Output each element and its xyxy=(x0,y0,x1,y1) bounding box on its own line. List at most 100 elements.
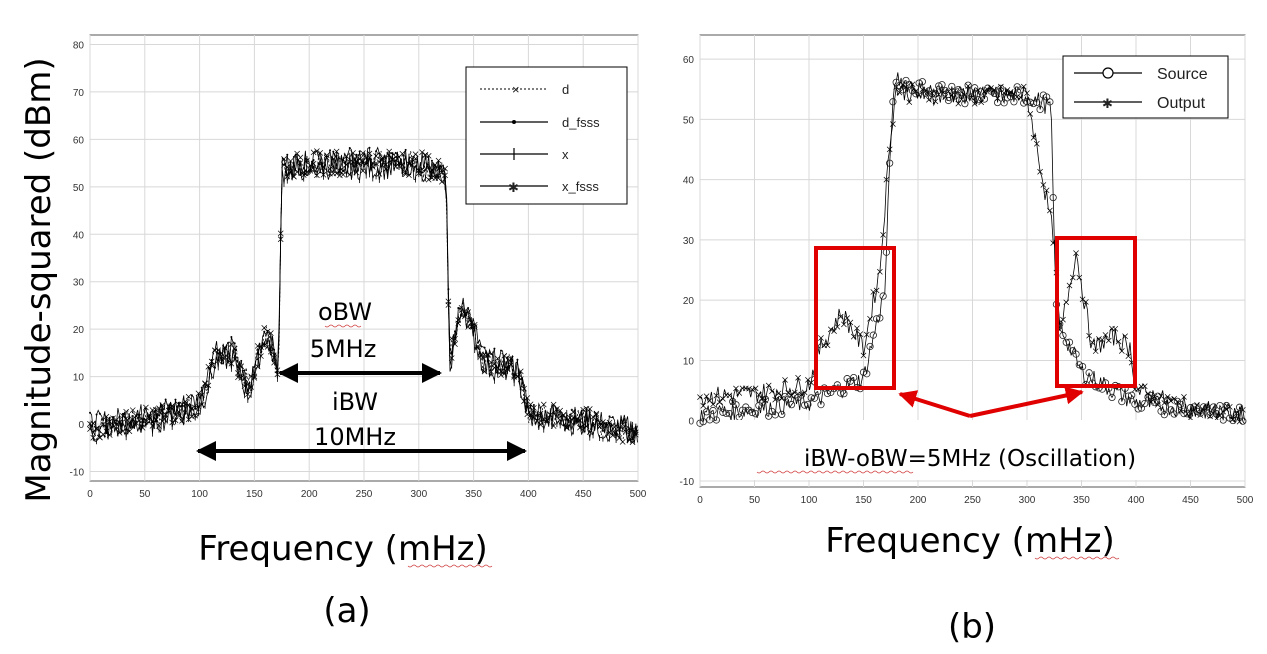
x-axis-spellcheck-underline-b xyxy=(1034,556,1120,560)
point-marker xyxy=(837,313,844,320)
point-marker xyxy=(557,407,564,414)
x-tick-label: 500 xyxy=(1237,495,1254,506)
point-marker xyxy=(452,335,458,342)
x-tick-label: 0 xyxy=(697,495,703,506)
point-marker xyxy=(508,361,514,368)
y-tick-label: 30 xyxy=(73,278,85,289)
point-marker xyxy=(294,150,300,157)
point-marker xyxy=(415,170,422,177)
x-tick-label: 200 xyxy=(301,489,318,500)
point-marker xyxy=(277,236,284,243)
point-marker xyxy=(1060,316,1066,323)
point-marker xyxy=(817,401,825,409)
point-marker xyxy=(172,412,179,418)
point-marker xyxy=(808,379,815,386)
point-marker xyxy=(457,306,460,309)
point-marker xyxy=(480,345,483,348)
point-marker xyxy=(909,81,916,88)
point-marker xyxy=(116,429,123,436)
point-marker xyxy=(93,425,100,432)
point-marker xyxy=(129,407,136,414)
point-marker xyxy=(896,89,903,96)
point-marker xyxy=(919,86,926,93)
point-marker xyxy=(944,96,953,105)
point-marker xyxy=(348,147,351,150)
point-marker xyxy=(1118,348,1125,354)
y-axis-label-a: Magnitude-squared (dBm) xyxy=(19,57,59,502)
point-marker xyxy=(1239,406,1246,413)
point-marker xyxy=(857,331,864,337)
point-marker xyxy=(703,393,710,400)
y-tick-label: 0 xyxy=(688,417,694,428)
point-marker xyxy=(231,345,238,352)
point-marker xyxy=(883,176,890,183)
point-marker xyxy=(631,438,634,441)
point-marker xyxy=(971,84,979,92)
x-tick-label: 350 xyxy=(1073,495,1090,506)
point-marker xyxy=(1105,337,1112,344)
point-marker xyxy=(978,99,985,106)
series-markers-x-fsss xyxy=(87,148,639,443)
point-marker xyxy=(190,394,193,397)
point-marker xyxy=(798,391,805,398)
point-marker xyxy=(544,417,550,423)
point-marker xyxy=(967,93,976,101)
point-marker xyxy=(1168,398,1174,404)
point-marker xyxy=(458,307,465,313)
point-marker xyxy=(824,342,831,349)
point-marker xyxy=(569,413,572,416)
point-marker xyxy=(784,395,792,403)
point-marker xyxy=(916,91,922,98)
point-marker xyxy=(1036,105,1044,114)
point-marker xyxy=(997,83,1004,90)
point-marker xyxy=(1235,403,1244,411)
point-marker xyxy=(1066,282,1073,289)
legend-marker-d: × xyxy=(512,82,520,97)
point-marker xyxy=(732,401,740,409)
point-marker xyxy=(948,82,956,91)
point-marker xyxy=(437,175,440,178)
legend-b: Source ✱ Output xyxy=(1062,55,1229,119)
point-marker xyxy=(729,399,736,405)
point-marker xyxy=(1102,332,1109,338)
point-marker xyxy=(1086,332,1092,339)
point-marker xyxy=(337,172,343,179)
legend-a: × d d_fsss x ✱ x_fsss xyxy=(465,66,628,205)
point-marker xyxy=(434,175,437,178)
point-marker xyxy=(490,352,493,355)
point-marker xyxy=(994,95,1001,102)
point-marker xyxy=(225,359,231,366)
point-marker xyxy=(601,429,604,432)
panel-caption-a: (a) xyxy=(323,591,370,631)
point-marker xyxy=(1204,405,1210,412)
point-marker xyxy=(785,390,792,396)
point-marker xyxy=(847,319,854,326)
point-marker xyxy=(699,418,707,426)
point-marker xyxy=(877,268,883,275)
point-marker xyxy=(1049,193,1057,202)
point-marker xyxy=(485,352,491,359)
point-marker xyxy=(534,417,541,424)
point-marker xyxy=(131,426,134,429)
legend-marker-source xyxy=(1102,67,1114,79)
legend-label-x-fsss: x_fsss xyxy=(562,179,599,194)
point-marker xyxy=(867,315,873,322)
point-marker xyxy=(473,323,476,326)
y-tick-label: 40 xyxy=(683,176,695,187)
point-marker xyxy=(810,394,819,402)
point-marker xyxy=(1007,89,1014,95)
point-marker xyxy=(801,389,808,396)
oscillation-spellcheck-underline xyxy=(756,470,914,474)
point-marker xyxy=(233,342,236,345)
point-marker xyxy=(573,416,580,422)
point-marker xyxy=(500,349,502,352)
point-marker xyxy=(629,427,636,433)
point-marker xyxy=(323,152,330,159)
point-marker xyxy=(123,415,130,422)
point-marker xyxy=(292,156,295,159)
point-marker xyxy=(154,420,157,423)
legend-marker-d-fsss xyxy=(512,120,516,124)
point-marker xyxy=(772,396,779,403)
y-tick-label: 20 xyxy=(73,325,85,336)
point-marker xyxy=(435,157,442,164)
